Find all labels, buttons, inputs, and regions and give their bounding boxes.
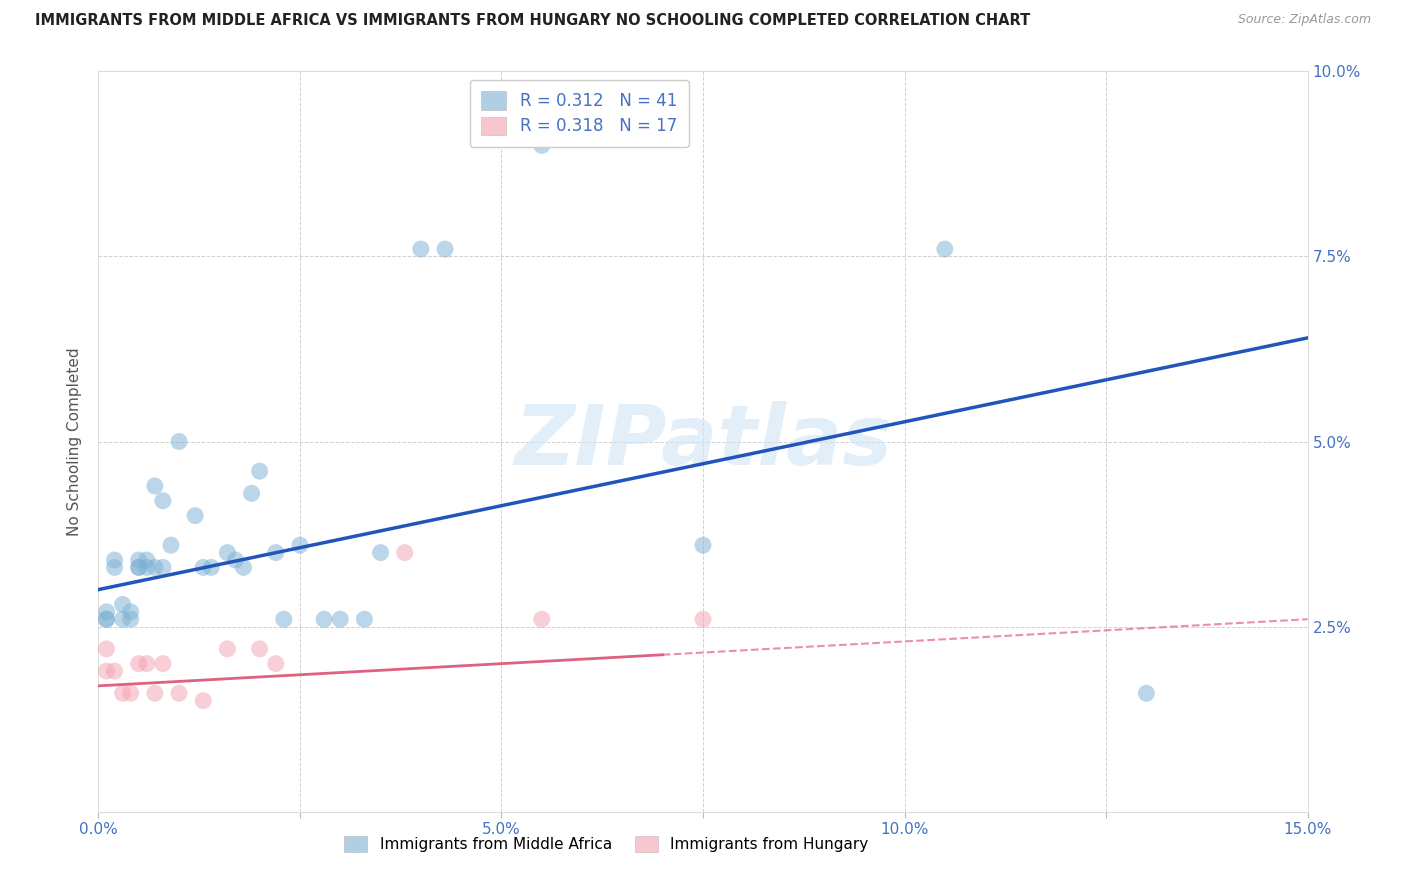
Point: [217, 545, 239, 560]
Point: [128, 657, 150, 671]
Point: [96, 641, 118, 656]
Point: [111, 598, 134, 612]
Point: [329, 612, 352, 626]
Point: [249, 464, 271, 478]
Point: [143, 686, 166, 700]
Point: [314, 612, 336, 626]
Point: [135, 553, 157, 567]
Point: [96, 612, 118, 626]
Point: [394, 545, 416, 560]
Point: [120, 686, 142, 700]
Point: [103, 553, 125, 567]
Point: [184, 508, 207, 523]
Point: [249, 641, 271, 656]
Point: [135, 657, 157, 671]
Point: [96, 605, 118, 619]
Point: [224, 553, 246, 567]
Point: [409, 242, 432, 256]
Point: [240, 486, 263, 500]
Point: [288, 538, 311, 552]
Point: [217, 641, 239, 656]
Point: [692, 538, 714, 552]
Text: Source: ZipAtlas.com: Source: ZipAtlas.com: [1237, 13, 1371, 27]
Text: ZIPatlas: ZIPatlas: [515, 401, 891, 482]
Point: [167, 434, 190, 449]
Point: [434, 242, 457, 256]
Y-axis label: No Schooling Completed: No Schooling Completed: [67, 347, 83, 536]
Point: [152, 560, 174, 574]
Point: [103, 664, 125, 678]
Point: [152, 493, 174, 508]
Point: [111, 686, 134, 700]
Point: [193, 694, 215, 708]
Point: [167, 686, 190, 700]
Point: [273, 612, 295, 626]
Point: [152, 657, 174, 671]
Point: [120, 612, 142, 626]
Point: [128, 560, 150, 574]
Point: [193, 560, 215, 574]
Point: [96, 612, 118, 626]
Point: [264, 657, 287, 671]
Point: [128, 560, 150, 574]
Point: [120, 605, 142, 619]
Point: [264, 545, 287, 560]
Legend: Immigrants from Middle Africa, Immigrants from Hungary: Immigrants from Middle Africa, Immigrant…: [337, 829, 876, 860]
Point: [353, 612, 375, 626]
Point: [103, 560, 125, 574]
Point: [96, 664, 118, 678]
Point: [692, 612, 714, 626]
Point: [143, 560, 166, 574]
Point: [934, 242, 956, 256]
Point: [200, 560, 222, 574]
Point: [232, 560, 254, 574]
Point: [1135, 686, 1157, 700]
Text: IMMIGRANTS FROM MIDDLE AFRICA VS IMMIGRANTS FROM HUNGARY NO SCHOOLING COMPLETED : IMMIGRANTS FROM MIDDLE AFRICA VS IMMIGRA…: [35, 13, 1031, 29]
Point: [111, 612, 134, 626]
Point: [128, 553, 150, 567]
Point: [370, 545, 392, 560]
Point: [530, 138, 553, 153]
Point: [143, 479, 166, 493]
Point: [135, 560, 157, 574]
Point: [160, 538, 183, 552]
Point: [530, 612, 553, 626]
